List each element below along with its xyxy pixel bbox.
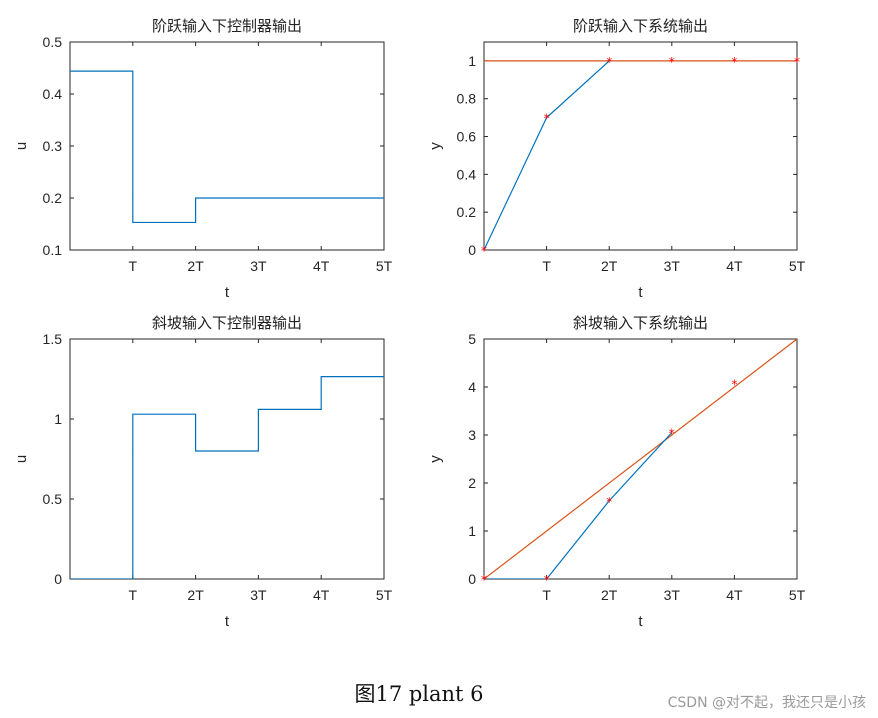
y-tick-label: 0.2 [43, 190, 63, 206]
x-tick-label: 2T [601, 587, 618, 603]
x-axis-label: t [638, 284, 643, 301]
x-tick-label: 2T [601, 258, 618, 274]
x-tick-label: 5T [789, 258, 806, 274]
data-point-marker: * [669, 427, 675, 441]
axes-box [483, 41, 798, 251]
data-point-marker: * [794, 55, 800, 69]
y-tick-label: 2 [468, 475, 476, 491]
series-stairs-line [70, 70, 384, 224]
x-tick-label: 4T [313, 258, 330, 274]
y-tick-label: 0 [468, 571, 476, 587]
x-tick-label: 4T [726, 258, 743, 274]
y-axis-label: y [427, 455, 444, 463]
series-stairs-line [70, 376, 384, 579]
x-axis-label: t [225, 284, 230, 301]
y-axis-label: y [427, 142, 444, 150]
x-tick-label: T [542, 258, 551, 274]
x-tick-label: 4T [726, 587, 743, 603]
x-tick-label: 3T [250, 258, 267, 274]
x-tick-label: T [129, 258, 138, 274]
x-tick-label: 5T [376, 258, 393, 274]
data-point-marker: * [481, 573, 487, 587]
y-tick-label: 1 [468, 523, 476, 539]
series-line [484, 60, 610, 250]
subplot-2: T 2T 3T 4T 5T 0 0.2 0.4 0.6 0.8 1 阶跃输入下系统输出 t y * * * * * * [427, 17, 806, 301]
x-tick-label: 2T [187, 587, 204, 603]
data-point-marker: * [731, 55, 737, 69]
y-tick-label: 0 [54, 571, 62, 587]
data-point-marker: * [544, 573, 550, 587]
x-tick-label: T [542, 587, 551, 603]
x-tick-label: 3T [664, 587, 681, 603]
x-tick-label: 3T [250, 587, 267, 603]
x-axis-label: t [225, 613, 230, 630]
y-axis-label: u [13, 142, 30, 150]
y-tick-label: 0.3 [43, 138, 63, 154]
y-tick-label: 0.5 [43, 491, 63, 507]
y-tick-label: 0.2 [457, 204, 477, 220]
figure-caption: 图17 plant 6 [354, 682, 484, 706]
chart-title: 阶跃输入下控制器输出 [152, 17, 302, 35]
y-tick-label: 4 [468, 379, 476, 395]
watermark: CSDN @对不起，我还只是小孩 [667, 695, 866, 711]
data-point-marker: * [606, 495, 612, 509]
chart-title: 斜坡输入下系统输出 [573, 314, 708, 332]
data-point-marker: * [606, 55, 612, 69]
axes-box [69, 338, 385, 580]
y-axis-label: u [13, 455, 30, 463]
subplot-1: T 2T 3T 4T 5T 0.1 0.2 0.3 0.4 0.5 阶跃输入下控制器输出 t u [13, 17, 393, 301]
y-tick-label: 0 [468, 242, 476, 258]
y-tick-label: 1 [54, 411, 62, 427]
y-tick-label: 0.5 [43, 34, 63, 50]
chart-title: 阶跃输入下系统输出 [573, 17, 708, 35]
x-tick-label: 4T [313, 587, 330, 603]
y-tick-label: 0.1 [43, 242, 63, 258]
y-tick-label: 0.6 [457, 129, 477, 145]
y-tick-label: 3 [468, 427, 476, 443]
chart-title: 斜坡输入下控制器输出 [152, 314, 302, 332]
y-tick-label: 1.5 [43, 331, 63, 347]
reference-line [484, 339, 797, 579]
x-axis-label: t [638, 613, 643, 630]
data-point-marker: * [731, 378, 737, 392]
y-tick-label: 5 [468, 331, 476, 347]
y-tick-label: 1 [468, 53, 476, 69]
subplot-4: T 2T 3T 4T 5T 0 1 2 3 4 5 斜坡输入下系统输出 t y * * * * * [427, 314, 806, 630]
subplot-3: T 2T 3T 4T 5T 0 0.5 1 1.5 斜坡输入下控制器输出 t u [13, 314, 393, 630]
y-tick-label: 0.4 [43, 86, 63, 102]
data-point-marker: * [669, 55, 675, 69]
data-point-marker: * [544, 112, 550, 126]
series-line [484, 432, 673, 579]
y-tick-label: 0.4 [457, 166, 477, 182]
axes-box [69, 41, 385, 251]
x-tick-label: 5T [789, 587, 806, 603]
data-point-marker: * [481, 244, 487, 258]
x-tick-label: 5T [376, 587, 393, 603]
x-tick-label: 3T [664, 258, 681, 274]
x-tick-label: 2T [187, 258, 204, 274]
y-tick-label: 0.8 [457, 91, 477, 107]
x-tick-label: T [129, 587, 138, 603]
